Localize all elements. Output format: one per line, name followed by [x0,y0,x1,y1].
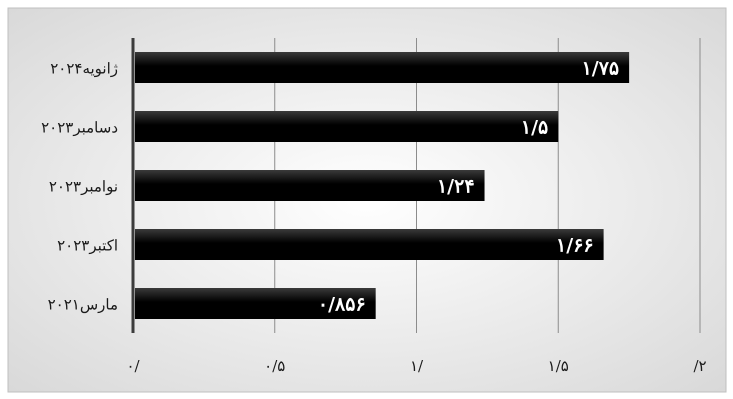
bar [135,288,376,319]
category-label: ۲۰۲۴ژانویه [50,60,118,78]
bar-value-label: ۱/۶۶ [556,235,594,257]
tick-labels: ۰/۰/۵ ۱/۱/۵/۲ [126,357,706,375]
category-label: ۲۰۲۳دسامبر [41,119,118,137]
bar-value-label: ۰/۸۵۶ [318,294,366,316]
bar [135,170,485,201]
bar [135,52,630,83]
bar [135,111,559,142]
tick-label: ۱/۵ [548,357,569,375]
bar-value-label: ۱/۷۵ [582,58,620,80]
category-label: ۲۰۲۳اکتبر [57,237,118,255]
category-labels: ۲۰۲۴ژانویه ۲۰۲۳دسامبر ۲۰۲۳نوامبر ۲۰۲۳اکتبر ۲… [41,60,118,314]
bars: ۱/۷۵ ۱/۵ ۱/۲۴ ۱/۶۶ ۰/۸۵۶ [135,52,630,319]
tick-label: ۱/ [410,357,424,375]
tick-label: ۰/ [126,357,140,375]
bar-value-label: ۱/۲۴ [437,176,475,198]
tick-label: /۲ [693,357,706,375]
tick-label: ۰/۵ [264,357,285,375]
category-label: ۲۰۲۳نوامبر [49,178,118,196]
bar [135,229,604,260]
category-label: ۲۰۲۱مارس [48,296,118,314]
bar-value-label: ۱/۵ [521,117,548,139]
